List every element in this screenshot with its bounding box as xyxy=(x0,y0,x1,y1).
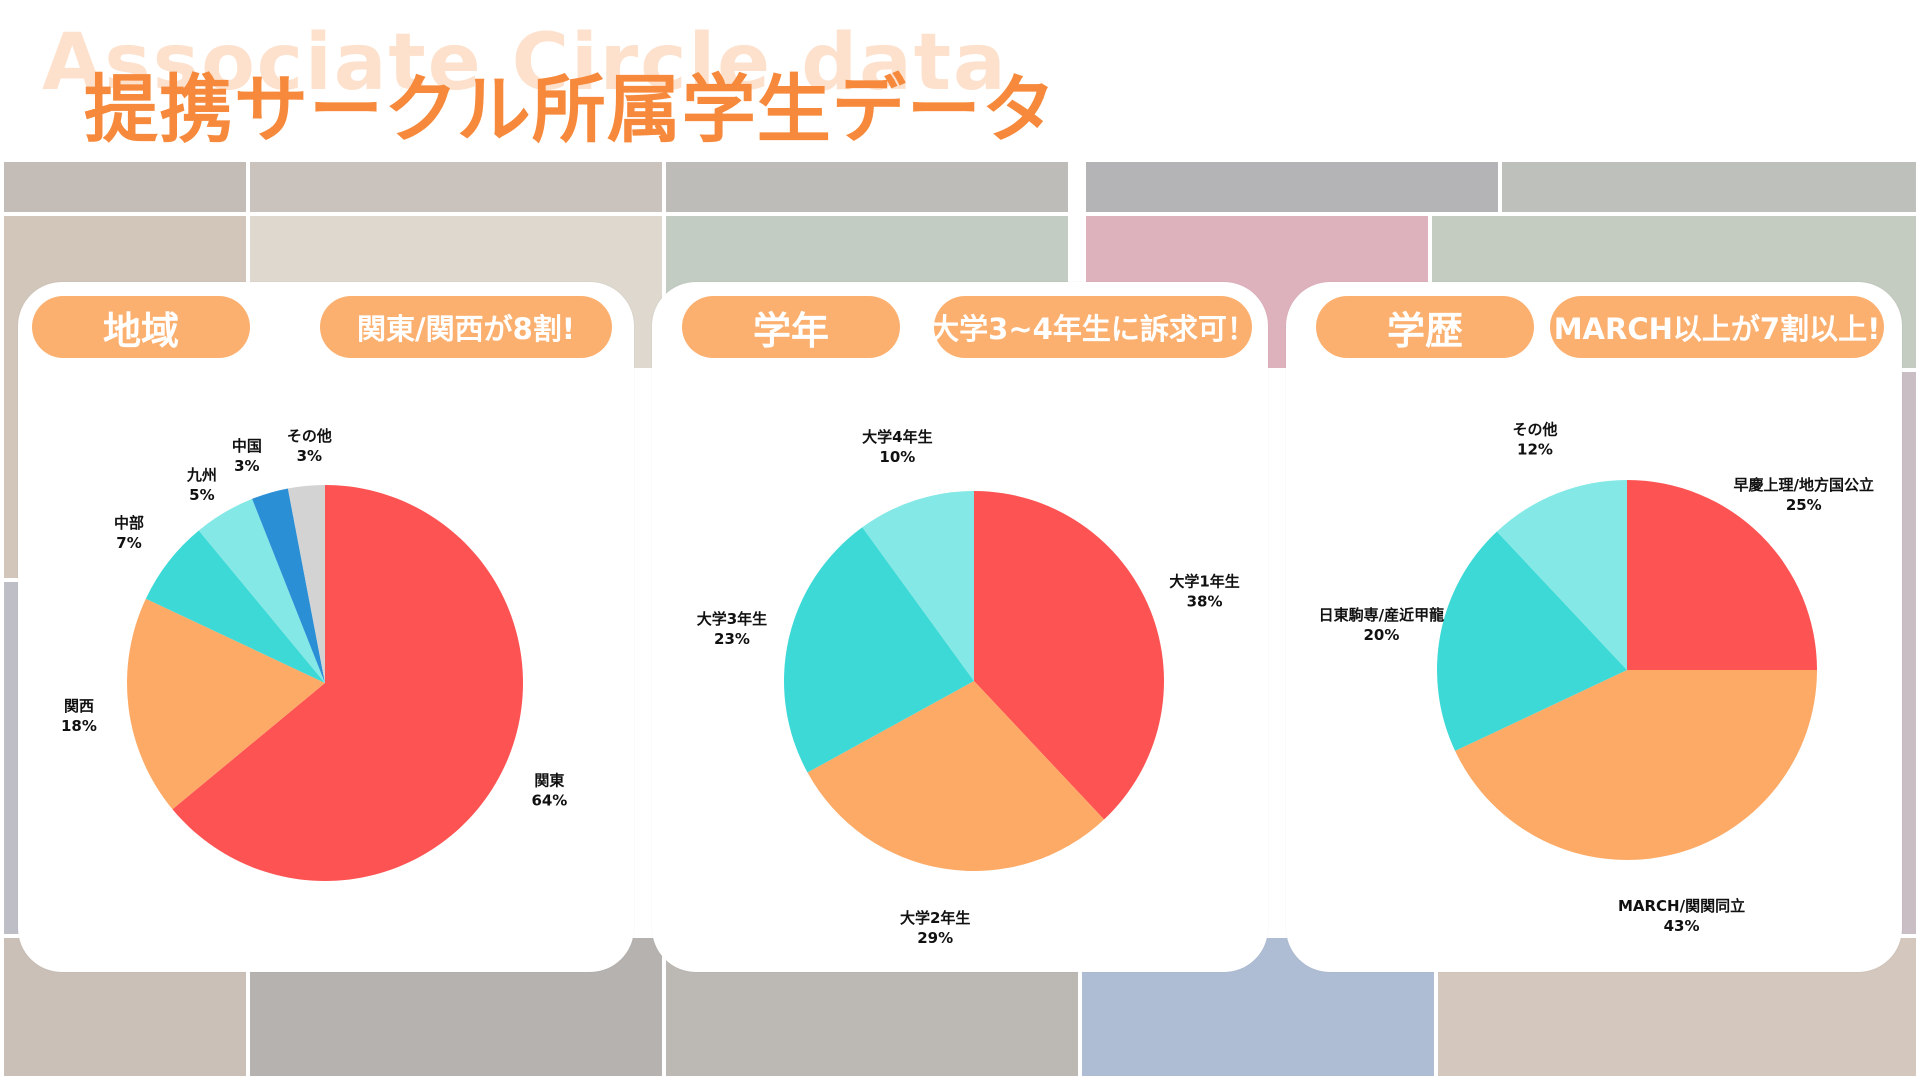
slice-label: 大学2年生 xyxy=(900,909,970,927)
pie-slice xyxy=(862,491,974,681)
pie-slice xyxy=(127,598,325,810)
pie-slice xyxy=(974,491,1165,820)
slice-label: MARCH/関関同立 xyxy=(1618,897,1745,915)
slice-label: 九州 xyxy=(186,466,217,484)
pie-slice xyxy=(784,527,974,773)
highlight-pill: 関東/関西が8割! xyxy=(320,296,612,358)
watermark-text: Associate Circle data xyxy=(42,18,1008,108)
slice-label: 大学4年生 xyxy=(862,428,932,446)
pie-slice xyxy=(252,488,325,683)
slice-label: 関東 xyxy=(534,772,564,790)
slice-percent-label: 64% xyxy=(531,792,567,810)
category-pill: 学年 xyxy=(682,296,900,358)
pie-slice xyxy=(807,681,1105,872)
highlight-pill: 大学3~4年生に訴求可！ xyxy=(930,296,1256,358)
slice-percent-label: 5% xyxy=(189,486,214,504)
slice-label: 中国 xyxy=(232,437,262,455)
slice-label: 日東駒専/産近甲龍 xyxy=(1319,606,1444,624)
slice-percent-label: 20% xyxy=(1363,626,1399,644)
slice-percent-label: 25% xyxy=(1786,496,1822,514)
pie-chart-region: 関東 64% 関西 18% 中部 7% 九州 5% 中国 3% その他 3% xyxy=(61,427,567,882)
slice-percent-label: 3% xyxy=(234,457,259,475)
slice-label: 関西 xyxy=(64,697,94,715)
slice-label: 中部 xyxy=(114,514,144,532)
slice-percent-label: 18% xyxy=(61,717,97,735)
pie-chart-grade: 大学1年生 38% 大学2年生 29% 大学3年生 23% 大学4年生 10% xyxy=(697,428,1240,947)
slice-label: 大学1年生 xyxy=(1169,573,1239,591)
chart-panel-education: 学歴 MARCH以上が7割以上! 早慶上理/地方国公立 25% MARCH/関関同立… xyxy=(1286,282,1902,972)
slice-label: その他 xyxy=(1512,421,1557,439)
category-pill: 学歴 xyxy=(1316,296,1534,358)
chart-panel-region: 地域 関東/関西が8割! 関東 64% 関西 18% 中部 7% 九州 5% 中国 3% その他 3% xyxy=(18,282,634,972)
slice-percent-label: 12% xyxy=(1517,441,1553,459)
slice-percent-label: 10% xyxy=(879,448,915,466)
slice-percent-label: 3% xyxy=(297,447,322,465)
slice-label: その他 xyxy=(287,427,332,445)
slice-percent-label: 23% xyxy=(714,630,750,648)
category-pill: 地域 xyxy=(32,296,250,358)
slice-percent-label: 7% xyxy=(116,534,141,552)
pie-slice xyxy=(287,485,325,683)
chart-panel-grade: 学年 大学3~4年生に訴求可！ 大学1年生 38% 大学2年生 29% 大学3年生 23%… xyxy=(652,282,1268,972)
pie-slice xyxy=(1437,531,1627,751)
slice-percent-label: 38% xyxy=(1187,593,1223,611)
pie-chart-education: 早慶上理/地方国公立 25% MARCH/関関同立 43% 日東駒専/産近甲龍 20% その… xyxy=(1319,421,1874,935)
pie-slice xyxy=(1496,480,1627,670)
pie-slice xyxy=(145,530,325,683)
pie-slice xyxy=(1455,670,1817,861)
slice-percent-label: 43% xyxy=(1664,917,1700,935)
slice-label: 早慶上理/地方国公立 xyxy=(1734,476,1874,494)
slice-percent-label: 29% xyxy=(917,929,953,947)
pie-slice xyxy=(1627,480,1817,670)
page-title: 提携サークル所属学生データ xyxy=(84,67,1057,153)
pie-slice xyxy=(172,485,523,882)
slice-label: 大学3年生 xyxy=(697,610,767,628)
pie-slice xyxy=(198,498,325,683)
highlight-pill: MARCH以上が7割以上! xyxy=(1550,296,1884,358)
